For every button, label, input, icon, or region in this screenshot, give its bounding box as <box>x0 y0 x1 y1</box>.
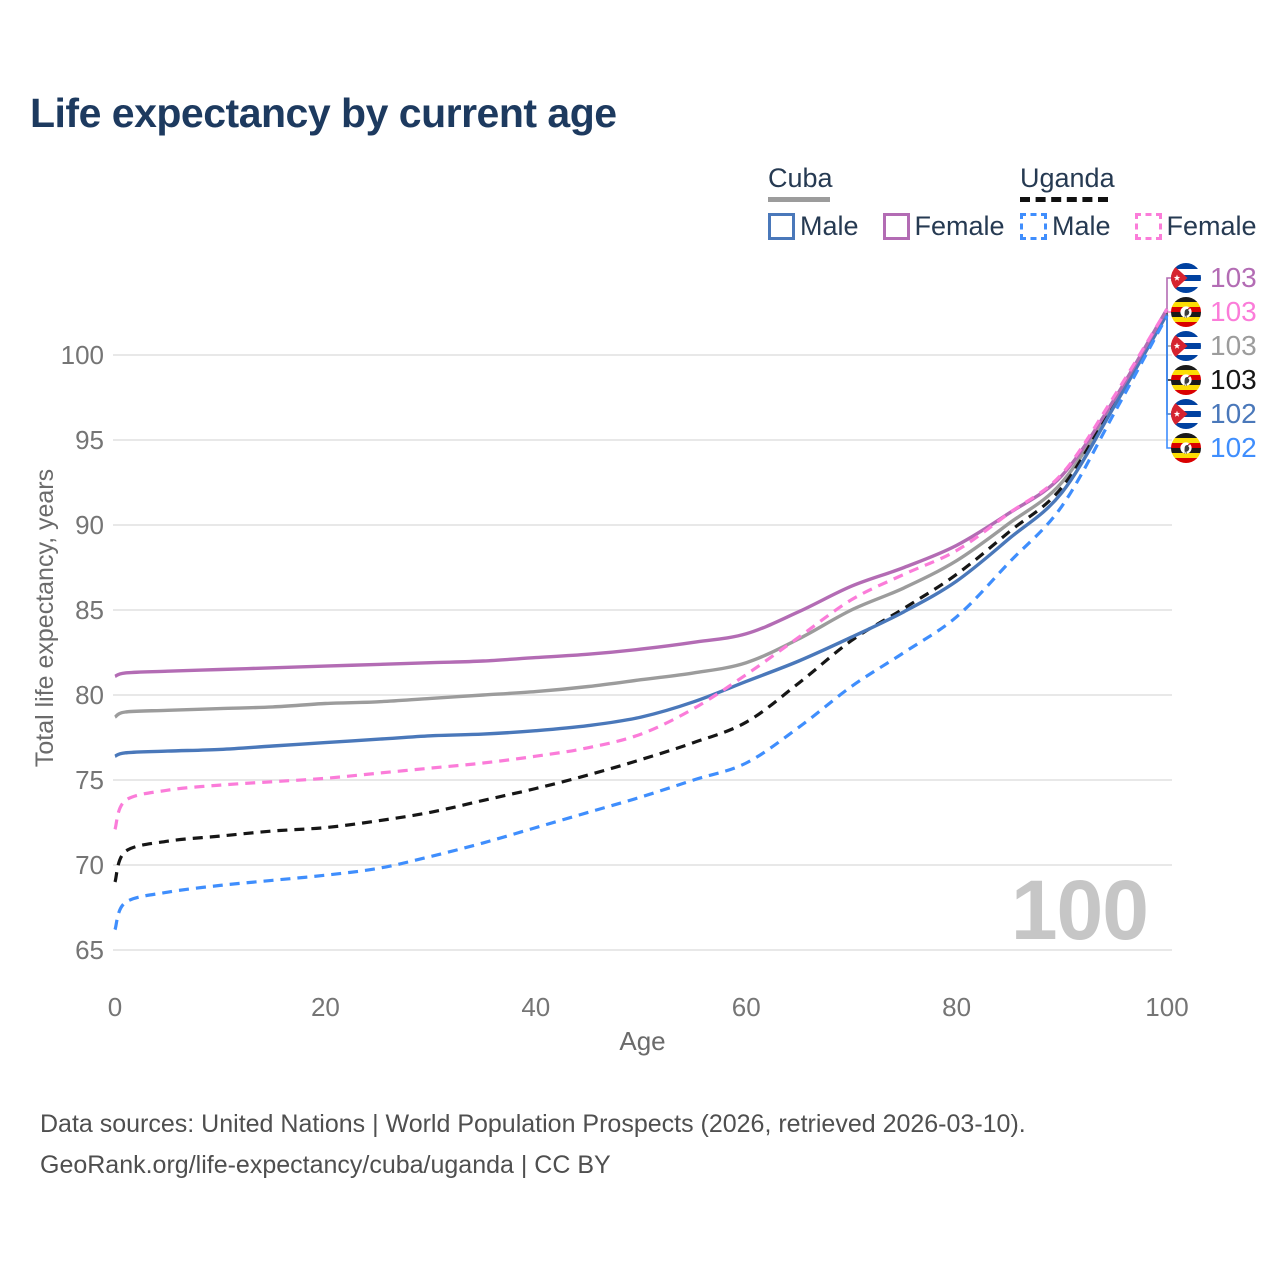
cuba-male-swatch-icon <box>768 213 795 240</box>
legend-item-uganda-male[interactable]: Male <box>1020 211 1111 242</box>
legend-cuba-label[interactable]: Cuba <box>768 163 833 193</box>
series-line-cuba-female[interactable] <box>114 308 1169 678</box>
uganda-flag-icon <box>1171 297 1201 327</box>
footer-attribution: GeoRank.org/life-expectancy/cuba/uganda … <box>40 1151 611 1179</box>
end-label-cuba-both: 103 <box>1171 330 1257 361</box>
series-line-cuba[interactable] <box>114 309 1169 719</box>
end-label-uganda-male: 102 <box>1171 432 1257 463</box>
y-tick-label-70: 70 <box>75 850 104 880</box>
x-axis-title: Age <box>619 1026 666 1056</box>
y-tick-label-90: 90 <box>75 510 104 540</box>
y-tick-label-65: 65 <box>75 935 104 965</box>
leader-line-cuba-female <box>1166 277 1172 310</box>
legend-cuba-underline-solid-line <box>768 197 830 202</box>
legend-uganda-underline-dashed-line <box>1020 197 1108 202</box>
series-line-uganda[interactable] <box>113 310 1169 883</box>
end-label-value: 103 <box>1210 364 1257 395</box>
legend-uganda-items: Male Female <box>1020 211 1257 242</box>
legend-group-uganda: Uganda Male Female <box>1020 163 1257 242</box>
end-label-value: 103 <box>1210 330 1257 361</box>
age-watermark: 100 <box>1010 863 1149 957</box>
legend-item-cuba-female[interactable]: Female <box>882 211 1005 242</box>
leader-line-uganda-male <box>1166 315 1172 449</box>
legend-item-uganda-female-label: Female <box>1166 211 1257 241</box>
legend-uganda-label[interactable]: Uganda <box>1020 163 1115 193</box>
y-tick-label-75: 75 <box>75 765 104 795</box>
x-tick-label-100: 100 <box>1145 992 1188 1022</box>
legend-item-uganda-female[interactable]: Female <box>1134 211 1257 242</box>
y-tick-label-100: 100 <box>61 340 104 370</box>
footer-data-sources: Data sources: United Nations | World Pop… <box>40 1110 1026 1138</box>
end-label-value: 103 <box>1210 296 1257 327</box>
series-line-cuba-male[interactable] <box>114 313 1169 758</box>
x-tick-label-0: 0 <box>108 992 122 1022</box>
chart-title: Life expectancy by current age <box>30 90 617 136</box>
cuba-flag-icon <box>1171 331 1201 361</box>
cuba-flag-icon <box>1171 263 1201 293</box>
y-tick-label-80: 80 <box>75 680 104 710</box>
legend-item-uganda-male-label: Male <box>1052 211 1111 241</box>
legend-cuba-header: Cuba <box>768 163 1005 202</box>
end-label-value: 102 <box>1210 432 1257 463</box>
legend-item-cuba-male[interactable]: Male <box>768 211 859 242</box>
x-tick-label-60: 60 <box>732 992 761 1022</box>
series-line-uganda-male[interactable] <box>113 315 1169 931</box>
y-tick-label-85: 85 <box>75 595 104 625</box>
end-label-value: 103 <box>1210 262 1257 293</box>
uganda-flag-icon <box>1171 433 1201 463</box>
legend-uganda-header: Uganda <box>1020 163 1257 202</box>
cuba-flag-icon <box>1171 399 1201 429</box>
footer: Data sources: United Nations | World Pop… <box>40 1104 1026 1186</box>
uganda-male-swatch-icon <box>1020 213 1047 240</box>
y-tick-label-95: 95 <box>75 425 104 455</box>
cuba-female-swatch-icon <box>882 213 910 240</box>
y-axis-title: Total life expectancy, years <box>31 468 59 768</box>
legend-cuba-items: Male Female <box>768 211 1005 242</box>
series-line-uganda-female[interactable] <box>113 308 1169 830</box>
end-label-value: 102 <box>1210 398 1257 429</box>
x-tick-label-40: 40 <box>521 992 550 1022</box>
end-label-uganda-both: 103 <box>1171 364 1257 395</box>
uganda-female-swatch-icon <box>1134 213 1162 240</box>
end-label-cuba-male: 102 <box>1171 398 1257 429</box>
legend-item-cuba-female-label: Female <box>914 211 1005 241</box>
x-tick-label-80: 80 <box>942 992 971 1022</box>
end-label-uganda-female: 103 <box>1171 296 1257 327</box>
legend-group-cuba: Cuba Male Female <box>768 163 1005 242</box>
x-tick-label-20: 20 <box>311 992 340 1022</box>
legend-item-cuba-male-label: Male <box>800 211 859 241</box>
uganda-flag-icon <box>1171 365 1201 395</box>
end-label-cuba-female: 103 <box>1171 262 1257 293</box>
